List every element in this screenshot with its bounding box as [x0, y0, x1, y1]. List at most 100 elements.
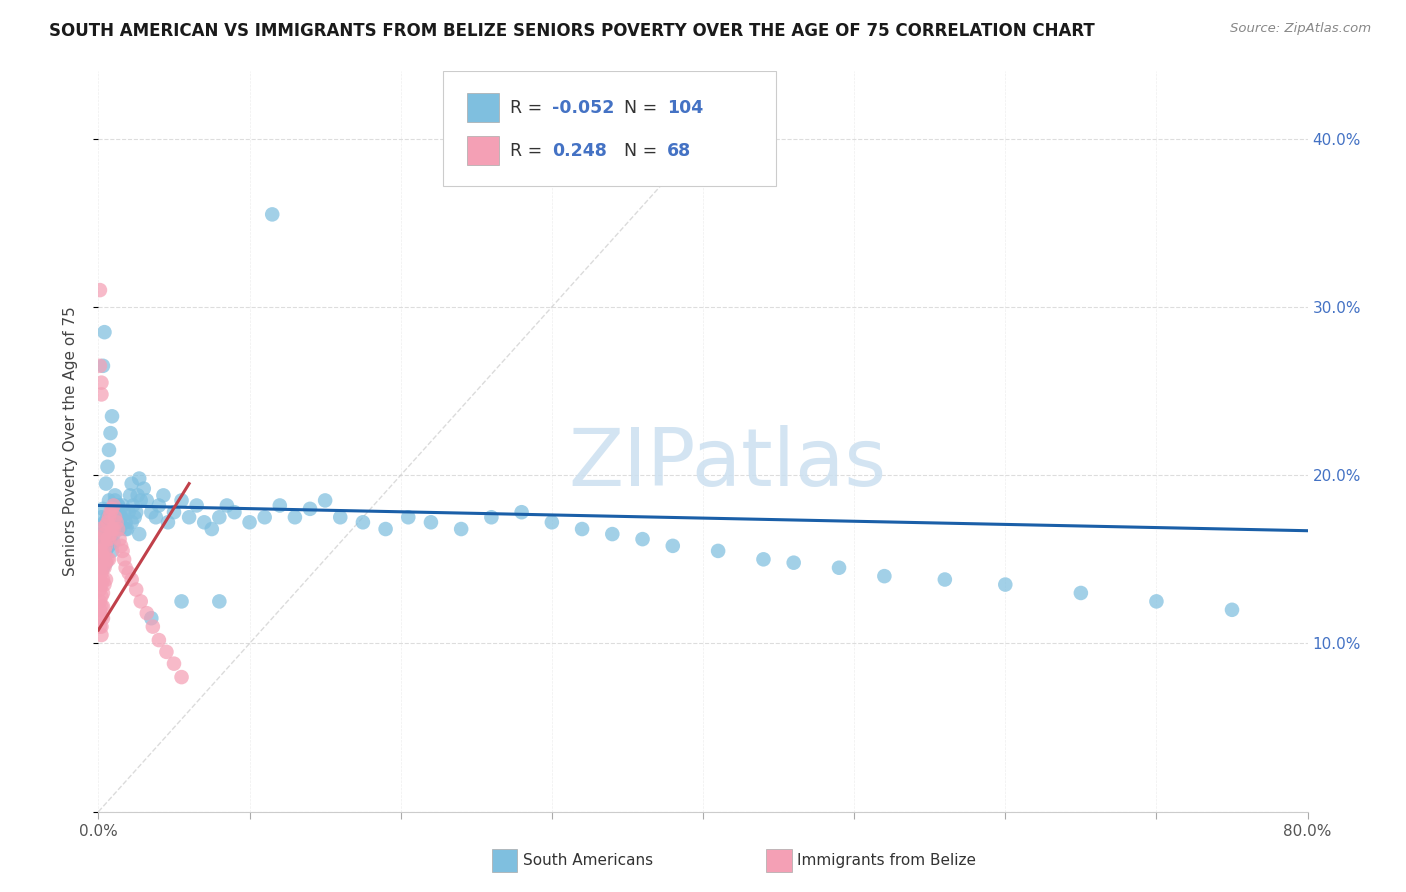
- Point: [103, 522, 125, 536]
- Point: [93, 527, 115, 541]
- Text: N =: N =: [624, 142, 669, 160]
- Point: [90, 544, 112, 558]
- Point: [186, 499, 208, 513]
- Point: [128, 527, 150, 541]
- Point: [89, 611, 111, 625]
- Point: [93, 539, 115, 553]
- Point: [100, 505, 122, 519]
- Point: [89, 619, 111, 633]
- Point: [450, 522, 472, 536]
- Point: [269, 499, 291, 513]
- Point: [105, 516, 128, 530]
- Point: [103, 535, 125, 549]
- Point: [122, 499, 145, 513]
- Point: [98, 510, 121, 524]
- Point: [93, 577, 115, 591]
- Point: [112, 552, 135, 566]
- Point: [104, 493, 127, 508]
- Point: [121, 476, 143, 491]
- Point: [934, 573, 956, 587]
- Point: [89, 535, 111, 549]
- Point: [103, 527, 125, 541]
- Point: [374, 522, 396, 536]
- Point: [90, 577, 112, 591]
- Point: [96, 552, 118, 566]
- Point: [108, 522, 131, 536]
- Point: [90, 556, 112, 570]
- Point: [179, 510, 201, 524]
- Point: [89, 594, 111, 608]
- Point: [170, 594, 193, 608]
- Point: [170, 493, 193, 508]
- Point: [91, 599, 114, 614]
- Point: [90, 376, 112, 390]
- FancyBboxPatch shape: [443, 71, 776, 186]
- Point: [90, 552, 112, 566]
- Point: [89, 359, 111, 373]
- Point: [94, 556, 117, 570]
- Point: [91, 586, 114, 600]
- Point: [91, 532, 114, 546]
- Point: [93, 544, 115, 558]
- Text: R =: R =: [509, 142, 553, 160]
- Text: Source: ZipAtlas.com: Source: ZipAtlas.com: [1230, 22, 1371, 36]
- Point: [262, 207, 284, 221]
- Point: [96, 459, 118, 474]
- Point: [103, 505, 125, 519]
- Point: [111, 544, 134, 558]
- Text: Immigrants from Belize: Immigrants from Belize: [797, 854, 976, 868]
- Point: [115, 522, 138, 536]
- Point: [284, 510, 307, 524]
- Point: [299, 501, 322, 516]
- Point: [124, 510, 146, 524]
- Point: [208, 594, 231, 608]
- Point: [91, 560, 114, 574]
- Point: [707, 544, 730, 558]
- Point: [89, 573, 111, 587]
- Text: -0.052: -0.052: [551, 99, 614, 117]
- Point: [91, 535, 114, 549]
- Point: [96, 510, 118, 524]
- Point: [128, 471, 150, 485]
- Point: [94, 556, 117, 570]
- Point: [91, 549, 114, 563]
- Point: [96, 532, 118, 546]
- Point: [94, 573, 117, 587]
- Point: [152, 488, 174, 502]
- Text: N =: N =: [624, 99, 664, 117]
- Point: [89, 544, 111, 558]
- Point: [107, 499, 129, 513]
- Point: [125, 505, 148, 519]
- Point: [111, 499, 134, 513]
- Point: [94, 539, 117, 553]
- Point: [100, 527, 122, 541]
- Point: [314, 493, 336, 508]
- Point: [752, 552, 775, 566]
- Text: South Americans: South Americans: [523, 854, 654, 868]
- Point: [101, 522, 124, 536]
- Point: [89, 532, 111, 546]
- Point: [135, 606, 157, 620]
- Text: R =: R =: [509, 99, 547, 117]
- Point: [155, 645, 177, 659]
- Point: [481, 510, 503, 524]
- Point: [94, 522, 117, 536]
- Point: [98, 442, 121, 457]
- Point: [163, 657, 186, 671]
- Point: [215, 499, 238, 513]
- Point: [125, 582, 148, 597]
- Point: [91, 359, 114, 373]
- Y-axis label: Seniors Poverty Over the Age of 75: Seniors Poverty Over the Age of 75: [63, 307, 77, 576]
- Point: [148, 633, 170, 648]
- Point: [132, 482, 155, 496]
- Point: [112, 505, 135, 519]
- Point: [93, 516, 115, 530]
- Point: [828, 560, 851, 574]
- Point: [93, 560, 115, 574]
- Point: [114, 522, 136, 536]
- Point: [208, 510, 231, 524]
- Point: [89, 582, 111, 597]
- Point: [90, 510, 112, 524]
- Point: [329, 510, 352, 524]
- Text: 104: 104: [666, 99, 703, 117]
